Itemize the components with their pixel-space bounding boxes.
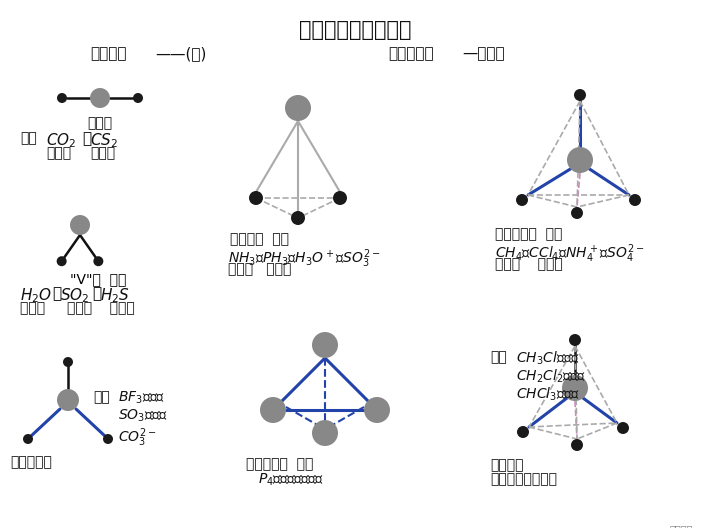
Text: $H_2O$: $H_2O$ <box>20 286 52 305</box>
Text: ——(极): ——(极) <box>155 46 207 61</box>
Circle shape <box>57 389 79 411</box>
Circle shape <box>617 422 629 434</box>
Circle shape <box>571 439 583 451</box>
Circle shape <box>90 88 110 108</box>
Text: （极）     （极）    （极）: （极） （极） （极） <box>20 301 135 315</box>
Text: $BF_3$（非）: $BF_3$（非） <box>118 390 165 407</box>
Text: 正四面体型  如：: 正四面体型 如： <box>246 457 313 471</box>
Text: （非）    （非）: （非） （非） <box>495 257 563 271</box>
Text: 四面体型: 四面体型 <box>490 458 523 472</box>
Circle shape <box>70 215 90 235</box>
Circle shape <box>571 207 583 219</box>
Text: $CO_3^{2-}$: $CO_3^{2-}$ <box>118 426 157 449</box>
Text: 三角锥形  如：: 三角锥形 如： <box>230 232 289 246</box>
Text: $CO_2$: $CO_2$ <box>46 131 76 150</box>
Text: 正四面体型  如：: 正四面体型 如： <box>495 227 562 241</box>
Circle shape <box>312 420 338 446</box>
Circle shape <box>285 95 311 121</box>
Text: 常见分子的立体构型: 常见分子的立体构型 <box>299 20 411 40</box>
Text: （极）   （极）: （极） （极） <box>228 262 291 276</box>
Text: $P_4$（白磷）（非）: $P_4$（白磷）（非） <box>258 472 324 488</box>
Circle shape <box>364 397 390 423</box>
Text: 直线形: 直线形 <box>87 116 113 130</box>
Text: "V"形  如：: "V"形 如： <box>70 272 126 286</box>
Text: $SO_2$: $SO_2$ <box>60 286 89 305</box>
Text: （非）: （非） <box>90 146 115 160</box>
Circle shape <box>569 334 581 346</box>
Text: $SO_3$（非）: $SO_3$（非） <box>118 408 168 425</box>
Circle shape <box>23 434 33 444</box>
Text: $CH_4$、$CCl_4$、$NH_4^+$、$SO_4^{2-}$: $CH_4$、$CCl_4$、$NH_4^+$、$SO_4^{2-}$ <box>495 242 644 265</box>
Circle shape <box>517 426 529 438</box>
Circle shape <box>57 256 67 266</box>
Circle shape <box>133 93 143 103</box>
Text: 、: 、 <box>52 286 61 301</box>
Text: —（非）: —（非） <box>462 46 505 61</box>
Text: 非极性分子: 非极性分子 <box>388 46 434 61</box>
Circle shape <box>103 434 113 444</box>
Circle shape <box>312 332 338 358</box>
Text: （非）: （非） <box>46 146 71 160</box>
Text: $CHCl_3$（极）: $CHCl_3$（极） <box>516 386 579 403</box>
Text: 极性分子: 极性分子 <box>90 46 126 61</box>
Circle shape <box>574 89 586 101</box>
Text: $CH_2Cl_2$（极）: $CH_2Cl_2$（极） <box>516 368 586 385</box>
Circle shape <box>63 357 73 367</box>
Text: 、: 、 <box>92 286 101 301</box>
Text: $NH_3$、$PH_3$、$H_3O^+$、$SO_3^{2-}$: $NH_3$、$PH_3$、$H_3O^+$、$SO_3^{2-}$ <box>228 247 381 270</box>
Text: $CS_2$: $CS_2$ <box>90 131 118 150</box>
Circle shape <box>93 256 104 266</box>
Circle shape <box>249 191 263 205</box>
Text: 、: 、 <box>82 131 91 146</box>
Circle shape <box>260 397 286 423</box>
Text: 今日化学: 今日化学 <box>670 524 694 528</box>
Circle shape <box>57 93 67 103</box>
Circle shape <box>629 194 641 206</box>
Text: $CH_3Cl$（极）: $CH_3Cl$（极） <box>516 350 579 367</box>
Text: 如：: 如： <box>93 390 110 404</box>
Text: 平面三角形: 平面三角形 <box>10 455 52 469</box>
Circle shape <box>567 147 593 173</box>
Circle shape <box>562 375 588 401</box>
Circle shape <box>291 211 305 225</box>
Text: 如：: 如： <box>490 350 507 364</box>
Text: 如：: 如： <box>20 131 37 145</box>
Circle shape <box>516 194 528 206</box>
Text: $H_2S$: $H_2S$ <box>100 286 130 305</box>
Text: （四键长短不同）: （四键长短不同） <box>490 472 557 486</box>
Circle shape <box>333 191 347 205</box>
